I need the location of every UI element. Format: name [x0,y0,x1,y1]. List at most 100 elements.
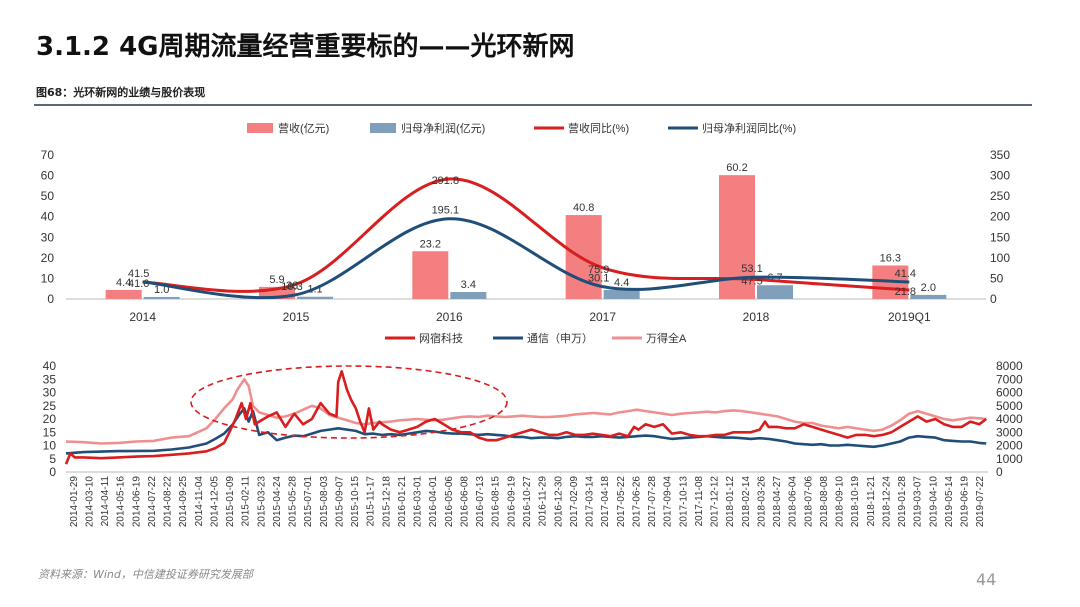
profit-yoy-label: 10.3 [281,281,302,293]
x-date-label: 2015-03-23 [256,476,267,528]
legend-swatch [247,123,273,133]
y-right-tick-label: 150 [990,230,1010,244]
x-date-label: 2014-08-22 [163,476,174,528]
x-date-label: 2015-04-24 [272,476,283,528]
x-date-label: 2017-11-08 [694,476,705,527]
x-date-label: 2014-03-10 [84,476,95,528]
x-date-label: 2017-02-09 [569,476,580,528]
y-left-tick-label: 70 [41,148,55,162]
legend-label: 归母净利润同比(%) [702,121,796,135]
x-date-label: 2017-09-04 [663,476,674,528]
x-date-label: 2015-05-28 [288,476,299,528]
revenue-bar-label: 60.2 [726,162,747,174]
revenue-yoy-label: 21.8 [895,286,916,298]
x-date-label: 2018-02-14 [741,476,752,528]
x-date-label: 2016-10-27 [522,476,533,528]
x-date-label: 2017-04-18 [600,476,611,528]
y-left-tick-label: 25 [43,399,57,413]
y-right-tick-label: 7000 [996,372,1023,386]
y-right-tick-label: 300 [990,169,1010,183]
legend-swatch [370,123,396,133]
y-right-tick-label: 200 [990,210,1010,224]
legend-label: 营收同比(%) [568,121,629,135]
y-right-tick-label: 8000 [996,359,1023,373]
profit-bar [603,289,640,299]
y-right-tick-label: 350 [990,148,1010,162]
y-left-tick-label: 40 [43,359,57,373]
x-date-label: 2016-07-13 [475,476,486,528]
x-date-label: 2015-08-03 [319,476,330,528]
y-right-tick-label: 3000 [996,425,1023,439]
y-right-tick-label: 0 [990,292,997,306]
y-right-tick-label: 4000 [996,412,1023,426]
x-date-label: 2019-03-07 [913,476,924,528]
x-date-label: 2016-11-29 [538,476,549,527]
x-date-label: 2019-07-22 [975,476,986,528]
x-date-label: 2017-05-22 [616,476,627,528]
profit-yoy-label: 53.1 [741,263,762,275]
x-date-label: 2018-03-26 [756,476,767,528]
profit-yoy-label: 30.1 [588,273,609,285]
profit-yoy-line [142,217,910,300]
x-tick-label: 2016 [436,310,463,324]
x-date-label: 2018-07-06 [803,476,814,528]
source-note: 资料来源：Wind，中信建投证券研究发展部 [38,568,253,581]
y-left-tick-label: 5 [49,452,56,466]
highlight-ellipse [190,365,508,439]
y-left-tick-label: 10 [41,271,55,285]
profit-bar [297,296,333,299]
y-left-tick-label: 60 [41,169,55,183]
y-left-tick-label: 0 [47,292,54,306]
x-date-label: 2017-07-28 [647,476,658,528]
profit-bar [450,292,487,299]
revenue-yoy-label: 291.8 [432,175,460,187]
top-chart: 0 10 20 30 40 50 60 70 0 50 100 150 200 250 300 350 2014… [41,121,1011,324]
bottom-chart: 0510152025303540010002000300040005000600… [43,331,1023,527]
x-date-label: 2014-12-05 [209,476,220,528]
x-date-label: 2019-04-10 [928,476,939,528]
telecom-index-line [65,407,987,455]
x-date-label: 2015-09-07 [334,476,345,528]
legend-label: 归母净利润(亿元) [401,121,485,135]
x-date-label: 2017-12-12 [710,476,721,528]
x-date-label: 2015-11-17 [366,476,377,527]
figure-caption: 图68：光环新网的业绩与股价表现 [36,86,206,99]
profit-yoy-label: 41.4 [895,268,916,280]
x-date-label: 2016-03-01 [413,476,424,528]
x-date-label: 2019-06-19 [960,476,971,528]
revenue-bar-label: 5.9 [269,274,284,286]
revenue-bar-label: 23.2 [420,238,441,250]
profit-bar [757,285,793,299]
x-tick-label: 2017 [589,310,616,324]
legend-label: 万得全A [646,331,687,345]
x-date-label: 2018-10-19 [850,476,861,528]
revenue-bar-label: 16.3 [880,252,901,264]
y-right-tick-label: 5000 [996,399,1023,413]
revenue-bar-label: 40.8 [573,202,594,214]
revenue-bar [412,251,449,299]
x-date-label: 2014-07-22 [147,476,158,528]
x-date-label: 2016-05-06 [444,476,455,528]
x-date-label: 2019-01-28 [897,476,908,528]
y-left-tick-label: 15 [43,425,57,439]
x-date-label: 2015-10-15 [350,476,361,528]
revenue-bar [105,289,142,299]
profit-bar [143,296,180,299]
x-date-label: 2018-06-04 [788,476,799,528]
y-right-tick-label: 2000 [996,439,1023,453]
x-date-label: 2014-06-19 [131,476,142,528]
y-right-tick-label: 50 [990,271,1004,285]
x-date-label: 2014-04-11 [100,476,111,527]
x-date-label: 2018-12-24 [881,476,892,528]
y-left-tick-label: 0 [49,465,56,479]
x-date-label: 2018-01-12 [725,476,736,528]
profit-bar-label: 2.0 [921,282,936,294]
profit-bar [910,294,947,299]
y-left-tick-label: 50 [41,189,55,203]
legend-label: 营收(亿元) [278,121,329,135]
y-left-tick-label: 20 [43,412,57,426]
x-tick-label: 2015 [283,310,310,324]
x-date-label: 2017-03-14 [585,476,596,528]
x-date-label: 2014-11-04 [194,476,205,527]
x-date-label: 2015-02-11 [241,476,252,527]
